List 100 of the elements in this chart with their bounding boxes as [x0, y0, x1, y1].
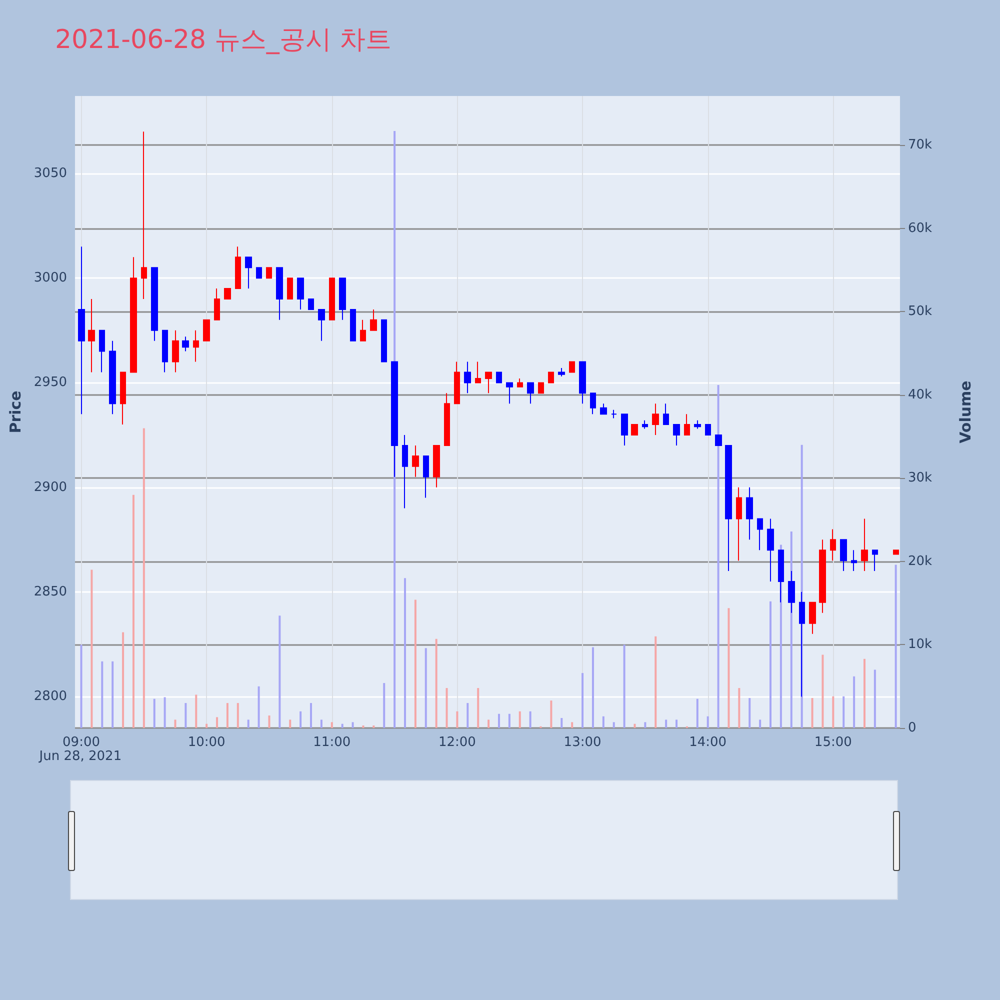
bar	[550, 700, 552, 728]
candlestick	[475, 361, 481, 384]
bar	[195, 694, 198, 728]
candlestick	[621, 414, 628, 446]
bar	[268, 716, 270, 728]
bar	[310, 703, 312, 728]
bar	[247, 720, 250, 728]
y2-axis-title: Volume	[956, 380, 974, 444]
bar	[582, 673, 584, 728]
bar	[456, 711, 458, 728]
candlestick	[433, 444, 440, 488]
bar	[665, 720, 668, 728]
bar	[759, 720, 762, 728]
bar	[112, 661, 114, 728]
bar	[498, 714, 500, 728]
candlestick	[652, 403, 659, 436]
candlestick	[736, 486, 742, 562]
y-tick-label: 2950	[34, 375, 67, 390]
y-tick-label: 2900	[34, 480, 67, 495]
bar	[216, 717, 218, 728]
bar	[258, 686, 260, 728]
candlestick	[861, 518, 868, 572]
candlestick	[757, 518, 763, 551]
candlestick	[517, 378, 523, 388]
bar	[770, 601, 772, 728]
bar	[874, 670, 876, 728]
candlestick	[370, 308, 377, 331]
y-tick-label: 2850	[34, 584, 67, 600]
candlestick	[715, 434, 722, 446]
x-tick-label: 11:00	[313, 735, 351, 750]
candlestick	[485, 372, 492, 394]
bar	[738, 688, 740, 728]
candlestick	[872, 550, 878, 572]
bar	[466, 703, 469, 728]
candlestick	[788, 570, 795, 614]
candlestick	[245, 256, 252, 290]
bar	[592, 647, 594, 728]
x-tick-label: 15:00	[814, 735, 852, 750]
bar	[853, 676, 856, 728]
bar	[529, 711, 532, 728]
candlestick	[203, 319, 210, 342]
candlestick	[350, 308, 356, 342]
bar	[236, 703, 239, 728]
bar	[477, 688, 480, 728]
candlestick	[538, 382, 544, 394]
candlestick	[224, 288, 231, 300]
candlestick	[663, 403, 669, 426]
bar	[320, 720, 322, 728]
candlestick	[527, 382, 534, 404]
bar	[414, 600, 416, 728]
bar	[132, 494, 134, 728]
bar	[623, 644, 626, 728]
candlestick	[339, 278, 346, 320]
bar	[811, 698, 814, 728]
bar	[488, 720, 490, 728]
candlestick	[214, 288, 220, 320]
candlestick	[840, 539, 847, 572]
candlestick	[694, 420, 701, 430]
candlestick	[767, 518, 774, 582]
candlestick	[464, 361, 471, 394]
candlestick	[444, 392, 450, 446]
candlestick	[182, 336, 189, 352]
candlestick	[548, 372, 554, 384]
x-tick-label: 09:00	[62, 735, 100, 750]
candlestick	[193, 330, 199, 362]
bar	[90, 570, 93, 728]
candlestick	[600, 403, 607, 415]
candlestick	[725, 444, 732, 572]
bar	[289, 720, 292, 728]
bar	[894, 564, 897, 728]
bar	[706, 716, 709, 728]
candlestick	[579, 361, 586, 404]
candlestick	[590, 392, 596, 415]
candlestick	[558, 368, 565, 377]
chart-title: 2021-06-28 뉴스_공시 차트	[55, 25, 392, 55]
bar	[644, 722, 646, 728]
bar	[676, 720, 678, 728]
candlestick	[308, 298, 314, 310]
bar	[822, 654, 824, 728]
bar	[184, 703, 187, 728]
bar	[842, 696, 845, 728]
y-tick-label: 3000	[34, 270, 67, 286]
bar	[435, 638, 438, 728]
candlestick	[297, 278, 304, 310]
bar	[654, 636, 657, 728]
candlestick	[412, 444, 419, 478]
candlestick	[276, 267, 283, 320]
y-tick-label: 3050	[34, 166, 67, 181]
bar	[560, 718, 563, 728]
bar	[383, 683, 386, 728]
y2-tick-label: 20k	[908, 554, 933, 569]
bar	[748, 698, 751, 728]
bar	[571, 722, 574, 728]
x-tick-label: 14:00	[689, 735, 727, 750]
candlestick	[235, 246, 241, 290]
text: Jun 28, 2021	[38, 749, 122, 764]
y-axis-title: Price	[6, 390, 24, 434]
candlestick	[402, 434, 408, 509]
candlestick	[631, 424, 638, 436]
candlestick	[454, 361, 460, 404]
